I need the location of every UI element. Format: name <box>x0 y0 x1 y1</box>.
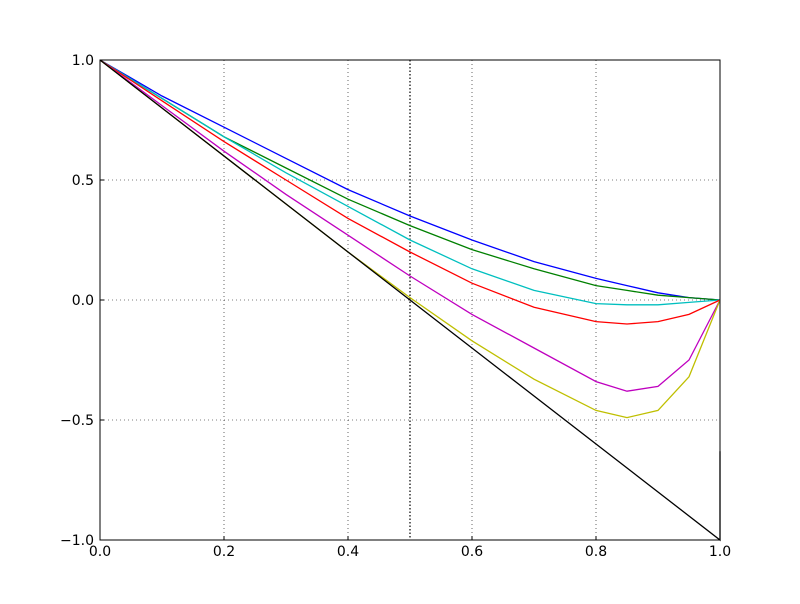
x-tick-label: 0.8 <box>585 544 607 560</box>
x-tick-label: 0.6 <box>461 544 483 560</box>
y-tick-label: 0.0 <box>72 293 94 309</box>
y-tick-label: 1.0 <box>72 53 94 69</box>
y-tick-label: −1.0 <box>60 533 94 549</box>
series-line <box>99 59 721 392</box>
series-line <box>99 59 721 301</box>
x-tick-label: 0.0 <box>89 544 111 560</box>
x-tick-label: 1.0 <box>709 544 731 560</box>
series-line <box>99 59 721 325</box>
series-line <box>99 59 721 306</box>
plot-frame <box>99 59 721 541</box>
x-tick-label: 0.4 <box>337 544 359 560</box>
y-tick-label: −0.5 <box>60 413 94 429</box>
y-tick-label: 0.5 <box>72 173 94 189</box>
x-tick-label: 0.2 <box>213 544 235 560</box>
